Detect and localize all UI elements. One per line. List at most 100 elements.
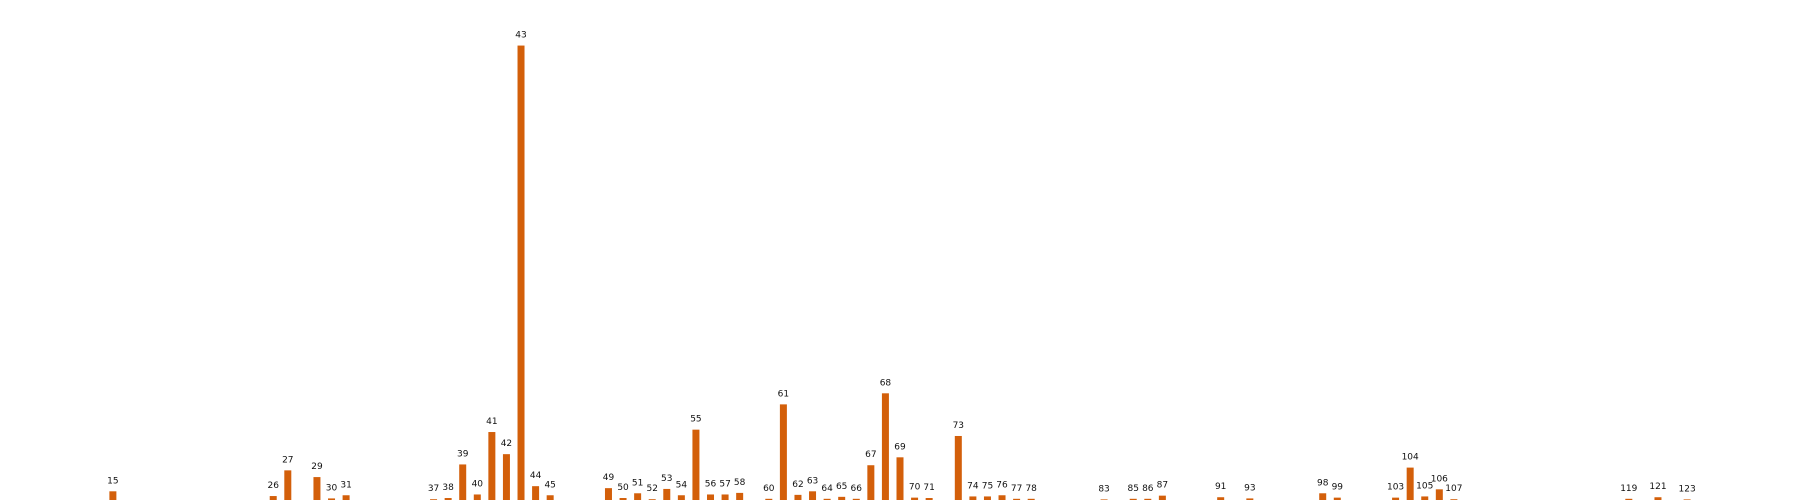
bar-label-64: 64 bbox=[821, 484, 833, 494]
bar-60 bbox=[765, 498, 773, 500]
bar-49 bbox=[604, 488, 612, 500]
bar-label-53: 53 bbox=[661, 474, 672, 484]
bar-64 bbox=[823, 498, 831, 500]
bar-54 bbox=[677, 495, 685, 500]
bar-label-56: 56 bbox=[705, 479, 717, 489]
bar-label-43: 43 bbox=[515, 31, 526, 41]
bar-label-62: 62 bbox=[792, 480, 803, 490]
bar-65 bbox=[838, 496, 846, 500]
bar-label-39: 39 bbox=[457, 449, 469, 459]
bar-70 bbox=[911, 497, 919, 500]
bar-label-31: 31 bbox=[340, 480, 351, 490]
bar-label-87: 87 bbox=[1157, 481, 1168, 491]
bar-label-57: 57 bbox=[719, 479, 730, 489]
bar-63 bbox=[809, 491, 817, 500]
bar-119 bbox=[1625, 498, 1633, 500]
bar-58 bbox=[736, 492, 744, 500]
bar-53 bbox=[663, 488, 671, 500]
bar-label-77: 77 bbox=[1011, 484, 1022, 494]
bar-15 bbox=[109, 491, 117, 500]
bar-44 bbox=[532, 486, 540, 500]
bar-label-54: 54 bbox=[676, 480, 688, 490]
bar-87 bbox=[1158, 495, 1166, 500]
bar-label-52: 52 bbox=[646, 484, 657, 494]
bar-label-73: 73 bbox=[953, 421, 964, 431]
bar-104 bbox=[1406, 467, 1414, 500]
bar-label-98: 98 bbox=[1317, 478, 1329, 488]
bar-label-69: 69 bbox=[894, 442, 906, 452]
bar-77 bbox=[1013, 498, 1021, 500]
bar-61 bbox=[779, 404, 787, 500]
bar-label-65: 65 bbox=[836, 482, 847, 492]
bar-55 bbox=[692, 429, 700, 500]
bar-106 bbox=[1435, 489, 1443, 500]
bar-68 bbox=[881, 393, 889, 500]
bar-121 bbox=[1654, 497, 1662, 500]
bar-label-60: 60 bbox=[763, 484, 775, 494]
bar-label-58: 58 bbox=[734, 478, 746, 488]
bar-label-37: 37 bbox=[428, 484, 439, 494]
bar-label-49: 49 bbox=[603, 473, 615, 483]
bar-74 bbox=[969, 496, 977, 500]
bar-label-106: 106 bbox=[1431, 474, 1448, 484]
bar-label-50: 50 bbox=[617, 483, 629, 493]
bar-label-76: 76 bbox=[996, 480, 1008, 490]
bar-label-15: 15 bbox=[107, 476, 118, 486]
bar-75 bbox=[983, 496, 991, 500]
bar-30 bbox=[328, 498, 336, 500]
bar-label-99: 99 bbox=[1332, 483, 1344, 493]
bar-41 bbox=[488, 432, 496, 500]
bar-label-38: 38 bbox=[442, 483, 454, 493]
bar-label-104: 104 bbox=[1402, 453, 1419, 463]
bar-label-41: 41 bbox=[486, 417, 497, 427]
bar-label-26: 26 bbox=[267, 481, 279, 491]
bar-label-83: 83 bbox=[1098, 484, 1109, 494]
bar-29 bbox=[313, 477, 321, 500]
bar-label-75: 75 bbox=[982, 481, 993, 491]
bar-69 bbox=[896, 457, 904, 500]
bar-91 bbox=[1217, 497, 1225, 500]
bar-39 bbox=[459, 464, 467, 500]
bar-label-68: 68 bbox=[880, 378, 892, 388]
bar-45 bbox=[546, 495, 554, 500]
bar-label-70: 70 bbox=[909, 483, 921, 493]
bar-98 bbox=[1319, 493, 1327, 500]
bar-label-86: 86 bbox=[1142, 484, 1154, 494]
bar-27 bbox=[284, 470, 292, 500]
bar-label-30: 30 bbox=[326, 483, 338, 493]
bar-99 bbox=[1333, 497, 1341, 500]
bar-label-107: 107 bbox=[1445, 484, 1462, 494]
bar-71 bbox=[925, 498, 933, 500]
bar-label-44: 44 bbox=[530, 471, 542, 481]
bar-42 bbox=[502, 454, 510, 500]
bar-label-103: 103 bbox=[1387, 483, 1404, 493]
bar-label-93: 93 bbox=[1244, 483, 1255, 493]
bar-51 bbox=[634, 493, 642, 500]
bar-label-29: 29 bbox=[311, 462, 323, 472]
bar-label-78: 78 bbox=[1025, 484, 1037, 494]
bar-label-27: 27 bbox=[282, 455, 293, 465]
bar-57 bbox=[721, 494, 729, 500]
bar-label-66: 66 bbox=[851, 484, 863, 494]
bar-86 bbox=[1144, 498, 1152, 500]
bar-label-71: 71 bbox=[923, 483, 934, 493]
bar-93 bbox=[1246, 498, 1254, 500]
bar-label-85: 85 bbox=[1127, 484, 1138, 494]
bar-label-121: 121 bbox=[1649, 482, 1666, 492]
bar-label-42: 42 bbox=[501, 439, 512, 449]
bar-label-91: 91 bbox=[1215, 482, 1226, 492]
bar-label-51: 51 bbox=[632, 478, 643, 488]
bar-label-45: 45 bbox=[544, 480, 555, 490]
bar-56 bbox=[707, 494, 715, 500]
bar-label-67: 67 bbox=[865, 450, 876, 460]
bar-label-61: 61 bbox=[778, 389, 789, 399]
bar-31 bbox=[342, 495, 350, 500]
bar-62 bbox=[794, 494, 802, 500]
bar-105 bbox=[1421, 496, 1429, 500]
bar-label-55: 55 bbox=[690, 415, 701, 425]
bar-40 bbox=[473, 494, 481, 500]
bar-label-40: 40 bbox=[472, 479, 484, 489]
bar-26 bbox=[269, 496, 277, 500]
